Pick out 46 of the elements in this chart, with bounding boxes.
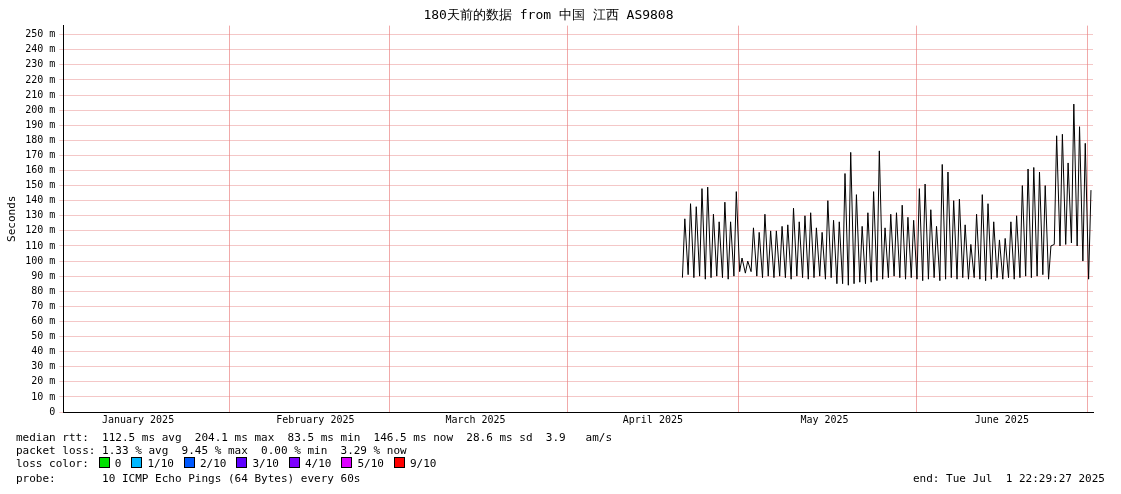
text: median rtt: 112.5 ms avg 204.1 ms max 83.5 ms min 146.5 ms now 28.6 ms sd 3.9 am/s bbox=[16, 431, 613, 444]
y-tick-label: 130 m bbox=[25, 209, 56, 221]
y-tick-label: 190 m bbox=[25, 118, 56, 130]
y-tick-label: 180 m bbox=[25, 133, 56, 145]
y-tick-label: 160 m bbox=[25, 164, 56, 176]
y-tick-label: 170 m bbox=[25, 149, 56, 160]
text: 5/10 bbox=[357, 457, 384, 470]
text: 4/10 bbox=[304, 457, 332, 470]
text: 3/10 bbox=[252, 457, 279, 470]
y-tick-label: 150 m bbox=[25, 179, 56, 191]
text: 0 bbox=[114, 457, 122, 470]
text: 9/10 bbox=[409, 457, 437, 470]
y-axis-title: Seconds bbox=[5, 195, 19, 242]
x-tick-label: March 2025 bbox=[445, 413, 506, 425]
text: 2/10 bbox=[199, 457, 227, 470]
y-tick-label: 250 m bbox=[25, 28, 56, 40]
y-tick-label: 100 m bbox=[25, 254, 56, 266]
y-tick-label: 60 m bbox=[31, 315, 56, 327]
y-tick-label: 40 m bbox=[31, 345, 56, 357]
y-tick-label: 80 m bbox=[31, 284, 56, 296]
y-tick-label: 10 m bbox=[31, 390, 56, 402]
y-tick-label: 0 bbox=[49, 405, 56, 417]
y-tick-label: 210 m bbox=[25, 88, 56, 100]
text: packet loss: 1.33 % avg 9.45 % max 0.00 % min 3.29 % now bbox=[16, 444, 407, 457]
y-tick-label: 230 m bbox=[25, 58, 56, 70]
text: loss color: bbox=[16, 457, 89, 470]
y-tick-label: 110 m bbox=[25, 239, 56, 251]
chart-title: 180天前的数据 from 中国 江西 AS9808 bbox=[423, 7, 674, 23]
y-tick-label: 120 m bbox=[25, 224, 56, 236]
y-tick-label: 20 m bbox=[31, 375, 56, 387]
y-tick-label: 220 m bbox=[25, 73, 56, 85]
text: 1/10 bbox=[147, 457, 174, 470]
y-tick-label: 90 m bbox=[31, 269, 56, 281]
x-tick-label: February 2025 bbox=[276, 413, 355, 425]
y-tick-label: 200 m bbox=[25, 103, 56, 115]
x-tick-label: June 2025 bbox=[974, 413, 1029, 425]
x-tick-label: April 2025 bbox=[622, 413, 683, 425]
x-tick-label: May 2025 bbox=[800, 413, 849, 425]
text: probe: 10 ICMP Echo Pings (64 Bytes) every 60s bbox=[16, 472, 361, 485]
text: end: Tue Jul 1 22:29:27 2025 bbox=[912, 472, 1105, 485]
y-tick-label: 30 m bbox=[31, 360, 56, 372]
y-tick-label: 50 m bbox=[31, 330, 56, 342]
y-tick-label: 70 m bbox=[31, 299, 56, 311]
y-tick-label: 140 m bbox=[25, 194, 56, 206]
x-tick-label: January 2025 bbox=[101, 413, 175, 425]
y-tick-label: 240 m bbox=[25, 43, 56, 55]
